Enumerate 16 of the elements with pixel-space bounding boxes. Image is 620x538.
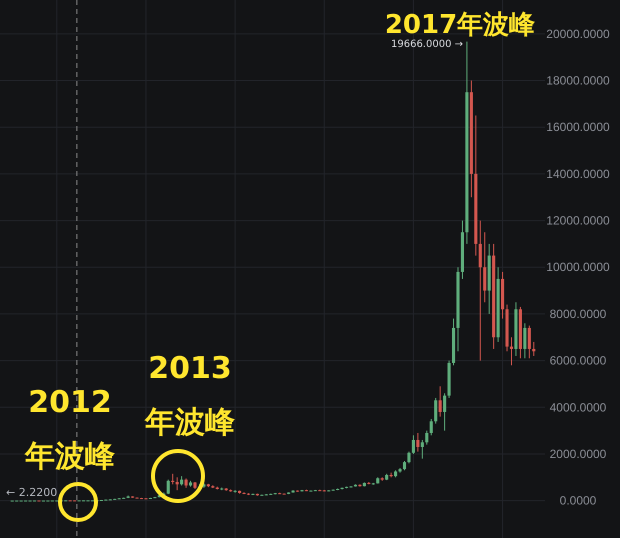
annotation: ← 2.2200 [6,486,58,499]
y-tick-label: 0.0000 [560,494,597,508]
annotation: 2012 年波峰 [24,385,115,474]
y-tick-label: 16000.0000 [546,120,610,134]
annotation: 2013 年波峰 [144,351,235,440]
y-tick-label: 18000.0000 [546,74,610,88]
annotation: 19666.0000 → [391,39,463,50]
annotation: 2017年波峰 [384,10,536,40]
y-tick-label: 20000.0000 [546,26,610,41]
y-tick-label: 4000.0000 [550,400,607,414]
y-tick-label: 10000.0000 [546,260,610,274]
y-tick-label: 12000.0000 [546,214,610,228]
y-tick-label: 14000.0000 [546,166,610,181]
y-tick-label: 6000.0000 [550,354,607,368]
y-tick-label: 2000.0000 [550,446,607,461]
y-tick-label: 8000.0000 [550,306,607,321]
